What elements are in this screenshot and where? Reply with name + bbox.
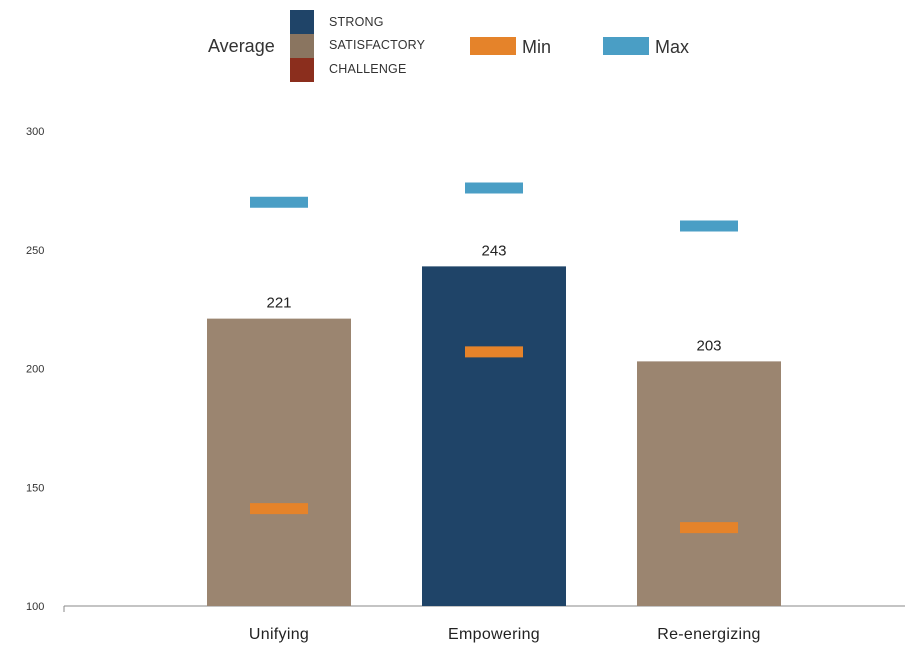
y-tick-label: 250	[26, 245, 44, 257]
min-max-markers	[250, 182, 738, 534]
data-label: 203	[696, 337, 721, 354]
bars	[207, 266, 781, 606]
legend-label-challenge: CHALLENGE	[329, 62, 407, 76]
data-label: 243	[481, 242, 506, 259]
legend-swatch-max	[603, 37, 649, 55]
data-labels: 221 243 203	[266, 242, 721, 354]
legend-label-strong: STRONG	[329, 15, 384, 29]
legend-swatch-strong	[290, 10, 314, 34]
y-tick-label: 150	[26, 482, 44, 494]
bar-unifying	[207, 318, 351, 606]
y-tick-label: 200	[26, 364, 44, 376]
legend-average-label: Average	[208, 36, 275, 56]
legend-swatch-satisfactory	[290, 34, 314, 58]
min-marker	[250, 503, 308, 515]
bar-empowering	[422, 266, 566, 606]
min-marker	[465, 346, 523, 358]
max-marker	[680, 220, 738, 232]
x-category-label: Re-energizing	[657, 626, 761, 643]
legend-swatch-challenge	[290, 58, 314, 82]
y-tick-label: 300	[26, 126, 44, 138]
data-label: 221	[266, 295, 291, 312]
x-category-label: Empowering	[448, 626, 540, 643]
x-category-label: Unifying	[249, 626, 309, 643]
x-axis: Unifying Empowering Re-energizing	[63, 605, 905, 643]
legend-swatch-min	[470, 37, 516, 55]
legend-label-max: Max	[655, 37, 690, 57]
max-marker	[250, 196, 308, 208]
legend-label-min: Min	[522, 37, 552, 57]
y-axis: 100 150 200 250 300	[26, 126, 44, 613]
min-marker	[680, 522, 738, 534]
y-tick-label: 100	[26, 601, 44, 613]
bar-re-energizing	[637, 361, 781, 606]
max-marker	[465, 182, 523, 194]
legend-label-satisfactory: SATISFACTORY	[329, 38, 426, 52]
